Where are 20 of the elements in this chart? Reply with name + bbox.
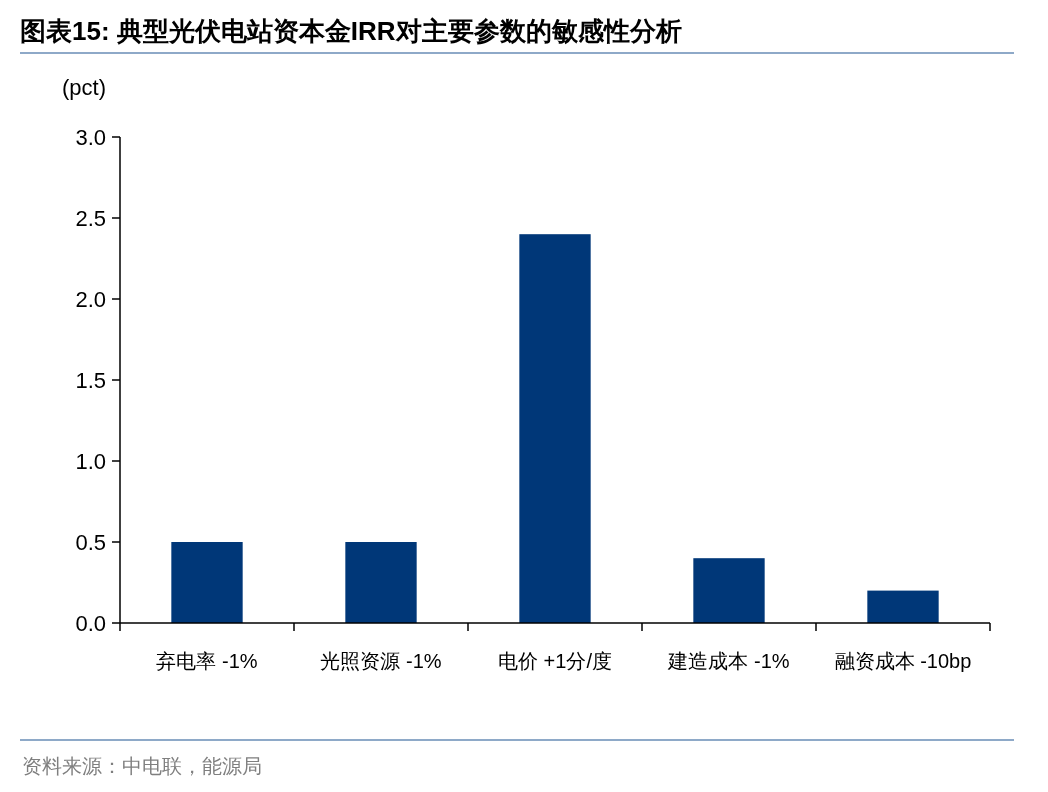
chart-title: 图表15: 典型光伏电站资本金IRR对主要参数的敏感性分析 xyxy=(20,16,682,46)
y-tick-label: 1.5 xyxy=(75,368,106,393)
x-tick-label: 融资成本 -10bp xyxy=(834,650,972,672)
x-tick-label: 电价 +1分/度 xyxy=(498,650,612,672)
text: 资料来源：中电联，能源局 xyxy=(22,755,262,777)
y-axis-title: (pct) xyxy=(62,75,106,100)
y-tick-label: 0.0 xyxy=(75,611,106,636)
x-tick-label: 弃电率 -1% xyxy=(156,650,258,672)
y-tick-label: 2.0 xyxy=(75,287,106,312)
bar xyxy=(345,542,417,623)
y-tick-label: 1.0 xyxy=(75,449,106,474)
bar xyxy=(693,558,765,623)
y-tick-label: 2.5 xyxy=(75,206,106,231)
bar xyxy=(171,542,243,623)
y-tick-label: 3.0 xyxy=(75,125,106,150)
x-tick-label: 光照资源 -1% xyxy=(320,650,442,672)
y-tick-label: 0.5 xyxy=(75,530,106,555)
bar xyxy=(519,234,591,623)
bar xyxy=(867,590,939,623)
x-tick-label: 建造成本 -1% xyxy=(667,650,790,672)
